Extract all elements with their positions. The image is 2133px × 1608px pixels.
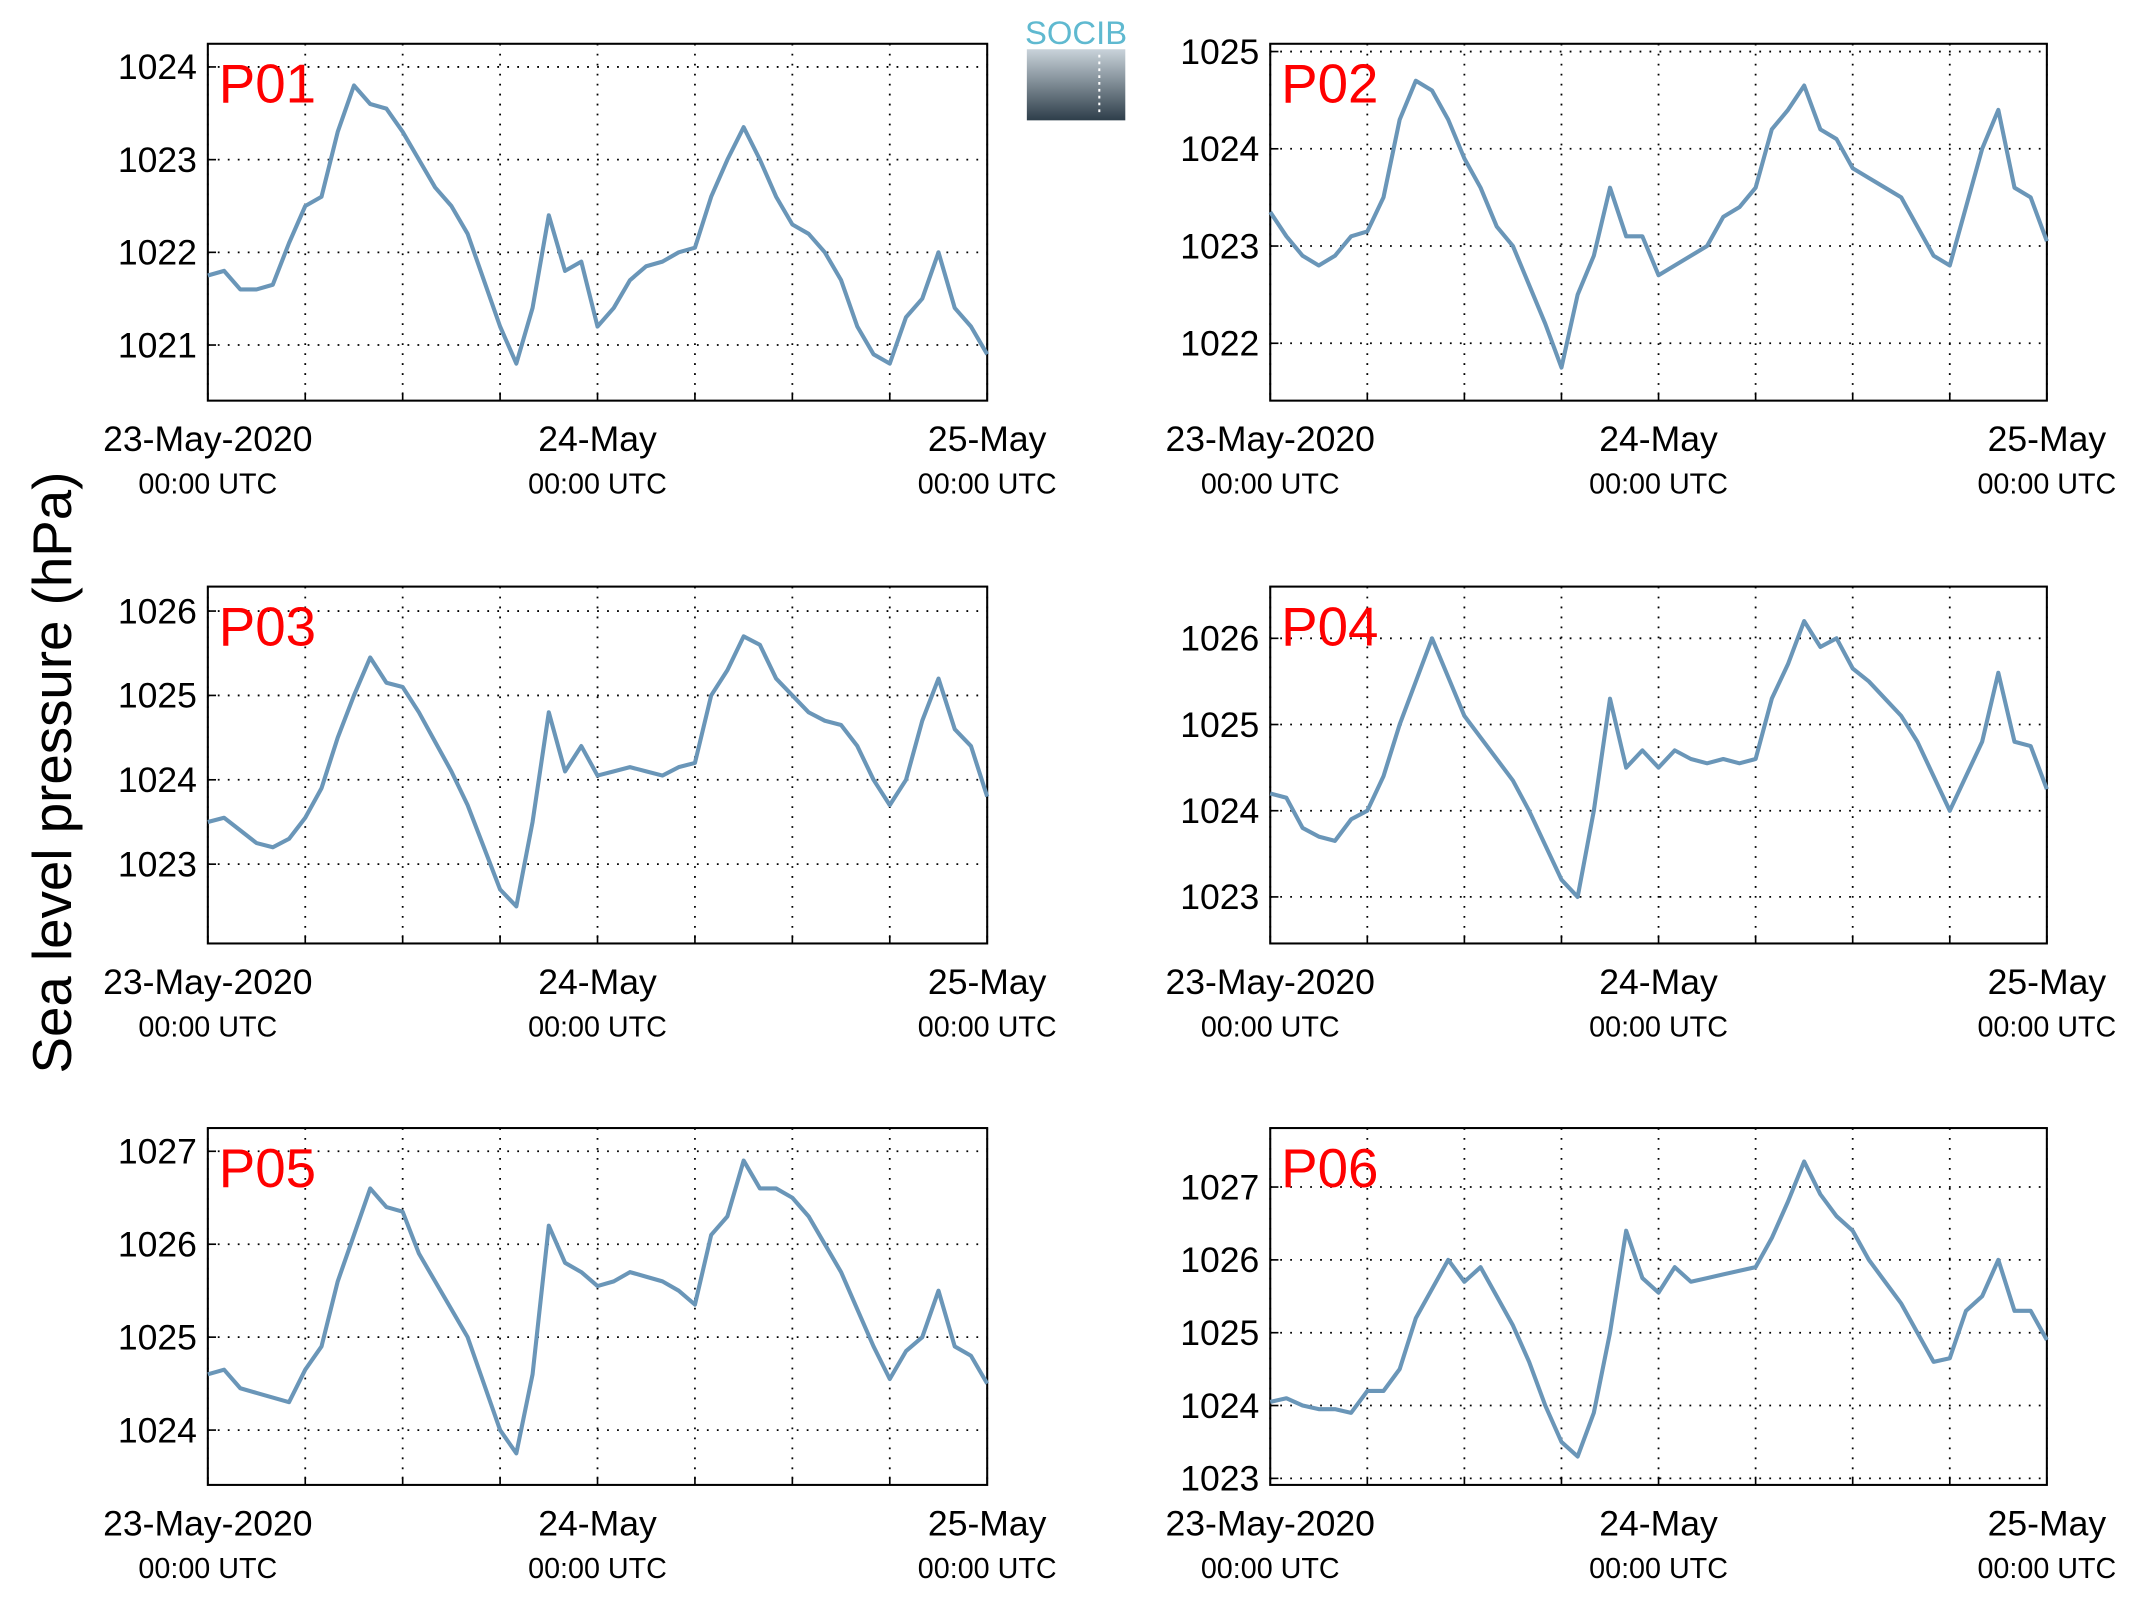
y-tick-label: 1024 [1180,1386,1259,1426]
y-tick-label: 1026 [1180,619,1259,659]
y-tick-label: 1022 [1180,324,1259,364]
axes-frame [1269,585,2048,945]
y-tick-label: 1025 [118,1317,197,1357]
x-tick-label: 00:00 UTC [1201,1011,1340,1043]
y-tick-label: 1025 [1180,32,1259,72]
x-tick-label: 23-May-2020 [103,962,312,1002]
axes-frame [206,585,989,945]
x-tick-label: 24-May [1599,419,1718,459]
y-tick-label: 1025 [1180,705,1259,745]
y-tick-label: 1024 [118,1410,197,1450]
x-tick-label: 00:00 UTC [138,1011,277,1043]
x-tick-label: 00:00 UTC [1977,1011,2116,1043]
pressure-line [207,634,990,909]
axes-frame [1269,1127,2048,1486]
x-tick-label: 00:00 UTC [528,1011,667,1043]
chart-title: P06 [1281,1137,1378,1199]
pressure-line [1268,78,2049,370]
chart-title: P04 [1281,595,1378,657]
y-tick-label: 1023 [1180,877,1259,917]
y-tick-label: 1026 [118,1225,197,1265]
logo-image [1026,49,1126,121]
x-tick-label: 00:00 UTC [1977,1553,2116,1585]
y-tick-label: 1024 [118,760,197,800]
x-tick-label: 25-May [928,962,1047,1002]
chart-title: P02 [1281,53,1378,115]
x-tick-label: 00:00 UTC [138,469,277,501]
x-tick-label: 25-May [1988,419,2107,459]
pressure-line [1269,1159,2049,1459]
y-tick-label: 1024 [1180,791,1259,831]
x-tick-label: 00:00 UTC [1201,469,1340,501]
x-tick-label: 25-May [1988,962,2107,1002]
x-tick-label: 00:00 UTC [138,1553,277,1585]
x-tick-label: 00:00 UTC [918,1553,1057,1585]
x-tick-label: 23-May-2020 [1166,419,1375,459]
logo-text: SOCIB [1025,14,1127,51]
x-tick-label: 00:00 UTC [1977,469,2116,501]
y-tick-label: 1026 [118,591,197,631]
axes-frame [1269,42,2048,402]
y-tick-label: 1021 [118,325,197,365]
y-axis-label: Sea level pressure (hPa) [21,472,83,1074]
x-tick-label: 00:00 UTC [1589,1011,1728,1043]
x-tick-label: 00:00 UTC [1589,469,1728,501]
y-tick-label: 1024 [118,47,197,87]
x-tick-label: 00:00 UTC [1201,1553,1340,1585]
x-tick-label: 25-May [928,1504,1047,1544]
chart-title: P01 [219,53,316,115]
chart-title: P03 [219,595,316,657]
y-tick-label: 1027 [118,1132,197,1172]
axes-frame [206,42,989,402]
y-tick-label: 1024 [1180,129,1259,169]
y-tick-label: 1026 [1180,1240,1259,1280]
x-tick-label: 25-May [1988,1504,2107,1544]
y-tick-label: 1025 [1180,1313,1259,1353]
x-tick-label: 24-May [538,962,657,1002]
x-tick-label: 24-May [538,419,657,459]
pressure-line [207,83,989,366]
chart-title: P05 [219,1137,316,1199]
y-tick-label: 1023 [1180,226,1259,266]
y-tick-label: 1023 [1180,1459,1259,1499]
x-tick-label: 00:00 UTC [918,469,1057,501]
y-tick-label: 1025 [118,676,197,716]
pressure-line [207,1158,989,1456]
x-tick-label: 24-May [538,1504,657,1544]
x-tick-label: 24-May [1599,1504,1718,1544]
x-tick-label: 00:00 UTC [528,469,667,501]
x-tick-label: 25-May [928,419,1047,459]
x-tick-label: 23-May-2020 [1166,1504,1375,1544]
x-tick-label: 00:00 UTC [528,1553,667,1585]
x-tick-label: 24-May [1599,962,1718,1002]
axes-frame [206,1127,989,1486]
x-tick-label: 23-May-2020 [103,419,312,459]
x-tick-label: 23-May-2020 [1166,962,1375,1002]
x-tick-label: 00:00 UTC [1589,1553,1728,1585]
pressure-line [1269,619,2049,899]
y-tick-label: 1023 [118,844,197,884]
x-tick-label: 23-May-2020 [103,1504,312,1544]
y-tick-label: 1027 [1180,1167,1259,1207]
x-tick-label: 00:00 UTC [918,1011,1057,1043]
y-tick-label: 1022 [118,233,197,273]
y-tick-label: 1023 [118,140,197,180]
